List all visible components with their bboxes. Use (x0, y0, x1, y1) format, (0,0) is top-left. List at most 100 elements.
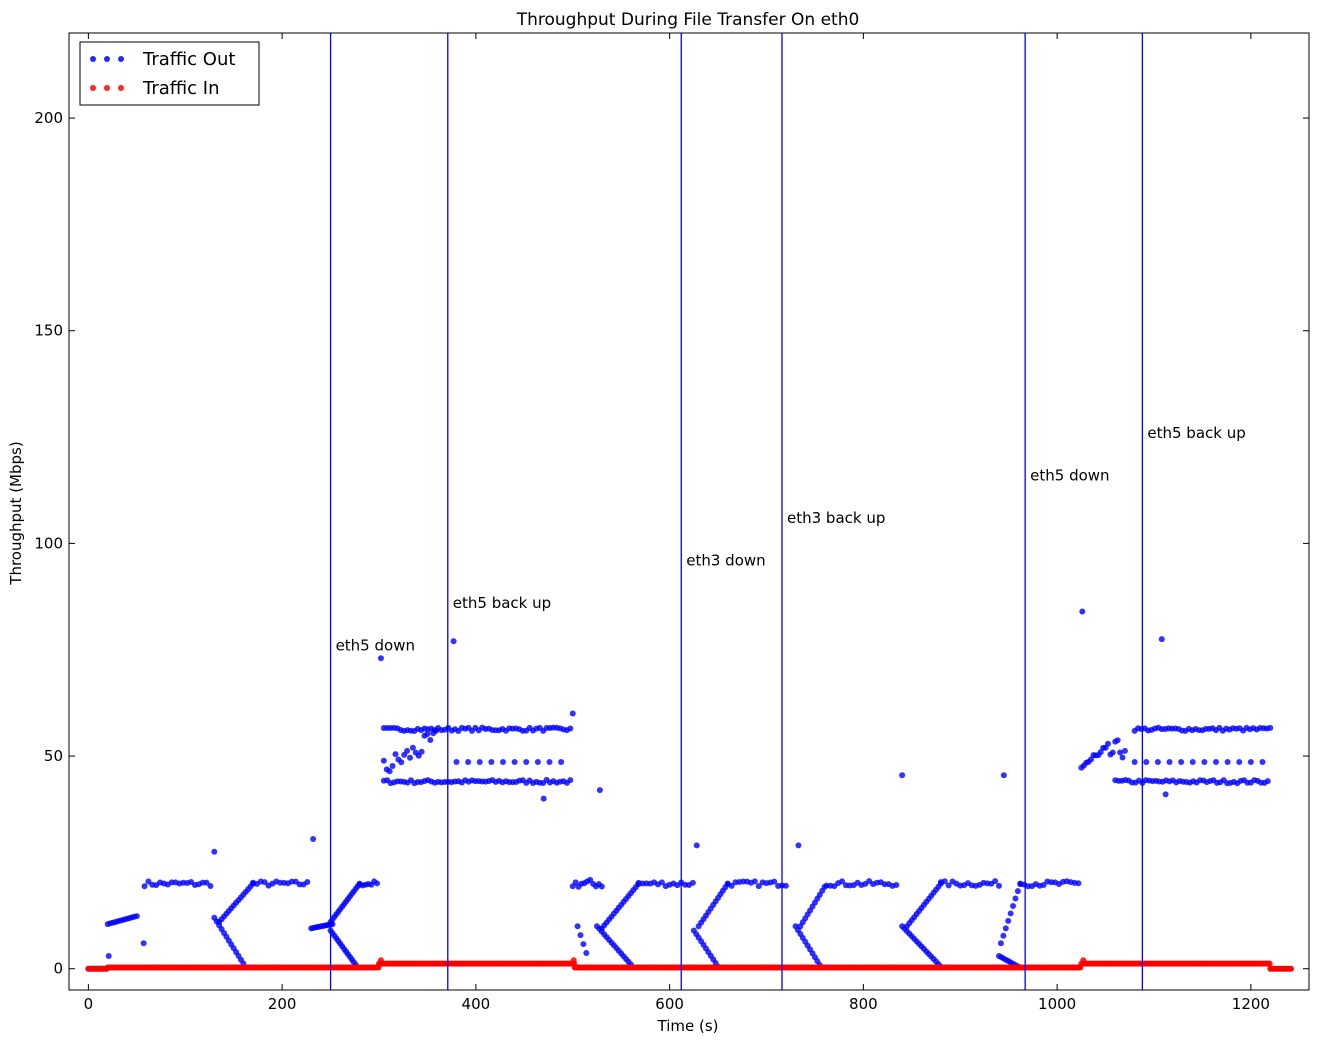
data-point (1178, 759, 1185, 766)
data-point (992, 878, 999, 885)
x-tick-label: 600 (655, 995, 684, 1013)
x-tick-label: 200 (268, 995, 297, 1013)
event-label: eth3 back up (787, 509, 885, 527)
data-point (899, 772, 906, 779)
data-point (433, 727, 440, 734)
data-point (409, 744, 416, 751)
x-tick-label: 1200 (1232, 995, 1270, 1013)
data-point (304, 878, 311, 885)
data-point (1189, 759, 1196, 766)
data-point (1121, 747, 1128, 754)
data-point (377, 957, 384, 964)
data-point (1266, 960, 1273, 967)
data-point (574, 923, 581, 930)
data-point (945, 882, 952, 889)
data-point (580, 941, 587, 948)
event-label: eth5 down (1030, 466, 1109, 484)
data-point (1000, 772, 1007, 779)
data-point (1079, 608, 1086, 615)
data-point (1014, 888, 1021, 895)
axes: eth5 down eth5 back up eth3 down eth3 back … (34, 32, 1310, 1013)
data-point (1236, 759, 1243, 766)
plot-area (85, 608, 1295, 972)
data-point (476, 759, 483, 766)
data-point (1154, 759, 1161, 766)
data-point (1114, 737, 1121, 744)
data-point (1158, 636, 1165, 643)
data-point (404, 747, 411, 754)
data-point (389, 762, 396, 769)
data-point (500, 759, 506, 766)
data-point (596, 787, 603, 794)
data-point (488, 759, 495, 766)
data-point (453, 759, 460, 766)
chart-title: Throughput During File Transfer On eth0 (516, 10, 860, 30)
data-point (398, 759, 405, 766)
data-point (374, 880, 381, 887)
x-tick-label: 0 (84, 995, 94, 1013)
legend-marker (90, 85, 96, 91)
data-point (133, 913, 140, 920)
data-point (689, 879, 696, 886)
data-point (534, 759, 541, 766)
data-point (392, 751, 399, 758)
x-axis-title: Time (s) (657, 1017, 719, 1035)
data-point (567, 777, 574, 784)
y-tick-label: 0 (53, 960, 63, 978)
data-point (418, 748, 425, 755)
event-label: eth3 down (686, 551, 765, 569)
data-point (211, 848, 218, 855)
legend-marker (104, 85, 110, 91)
data-point (1162, 791, 1169, 798)
data-point (1109, 749, 1116, 756)
event-label: eth5 back up (453, 594, 551, 612)
plot-frame (68, 32, 1310, 991)
data-point (1080, 957, 1087, 964)
data-point (310, 836, 317, 843)
y-tick-label: 200 (34, 109, 63, 127)
data-point (427, 737, 434, 744)
data-point (386, 768, 393, 775)
data-point (1267, 724, 1274, 731)
data-point (1117, 749, 1124, 756)
x-tick-label: 1000 (1038, 995, 1076, 1013)
legend-marker (90, 56, 96, 62)
data-point (1002, 925, 1009, 932)
data-point (893, 882, 900, 889)
series-traffic-in (85, 957, 1295, 972)
data-point (380, 757, 387, 764)
data-point (1166, 759, 1173, 766)
data-point (1259, 759, 1266, 766)
x-tick-label: 400 (462, 995, 491, 1013)
event-label: eth5 down (336, 636, 415, 654)
data-point (1224, 759, 1231, 766)
data-point (511, 759, 518, 766)
data-point (997, 940, 1004, 947)
data-point (570, 957, 577, 964)
data-point (1201, 759, 1208, 766)
legend: Traffic Out Traffic In (79, 41, 260, 106)
data-point (546, 759, 553, 766)
data-point (996, 882, 1002, 889)
data-point (540, 795, 547, 802)
data-point (558, 759, 565, 766)
data-point (105, 952, 112, 959)
y-tick-label: 50 (44, 747, 63, 765)
data-point (424, 730, 431, 737)
data-point (693, 842, 700, 849)
data-point (751, 878, 758, 885)
data-point (572, 879, 579, 886)
data-point (567, 725, 574, 732)
x-tick-label: 800 (849, 995, 878, 1013)
data-point (598, 883, 605, 890)
data-point (1213, 759, 1219, 766)
data-point (755, 883, 762, 890)
data-point (1007, 910, 1014, 917)
y-axis-title: Throughput (Mbps) (7, 441, 25, 585)
data-point (839, 878, 846, 885)
data-point (140, 940, 147, 947)
data-point (583, 949, 590, 956)
data-point (1288, 965, 1295, 972)
data-point (1143, 759, 1150, 766)
